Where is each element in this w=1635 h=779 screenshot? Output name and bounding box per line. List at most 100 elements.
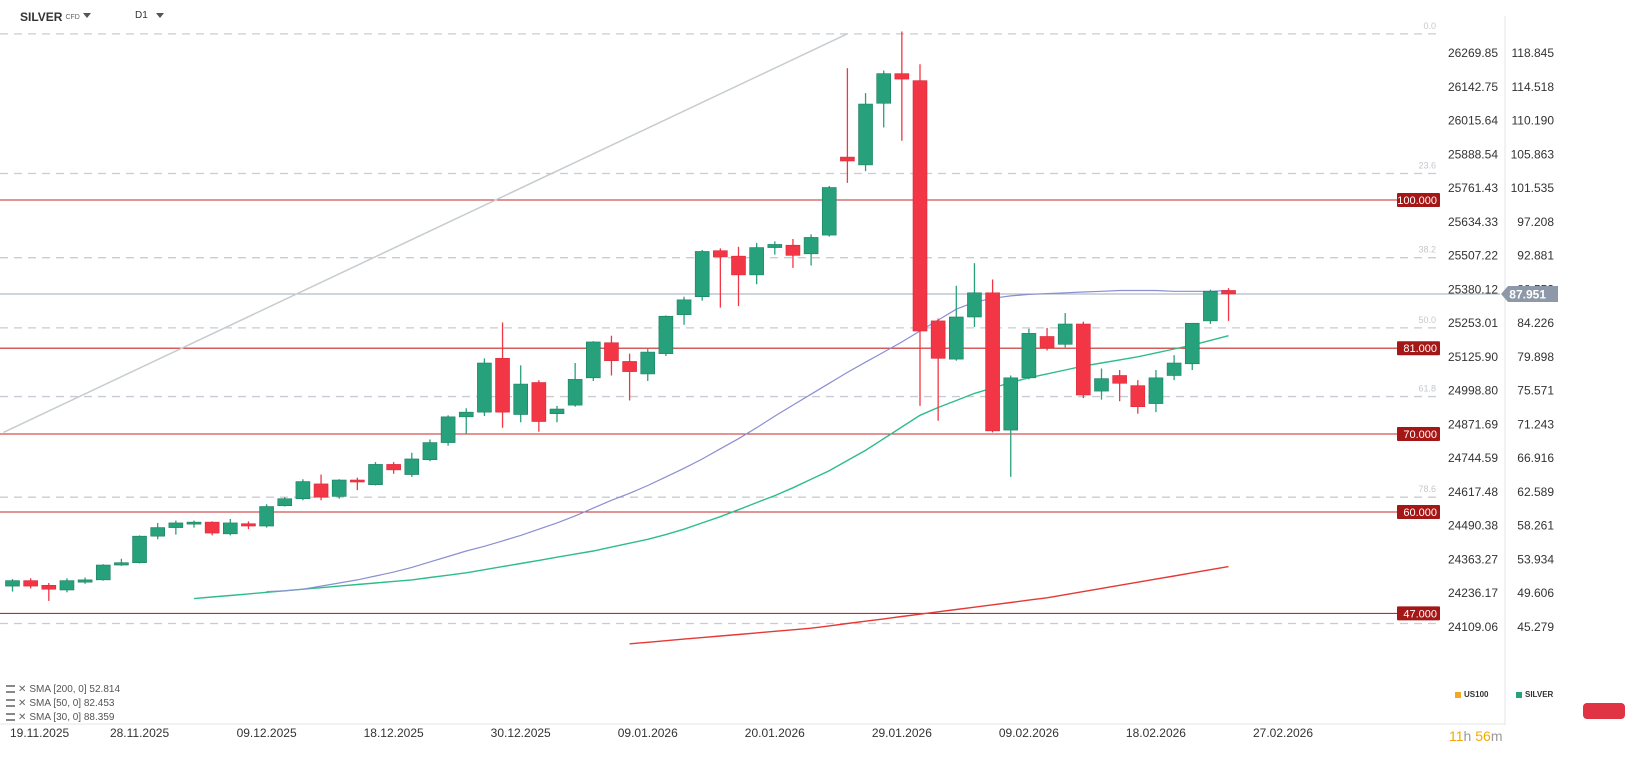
settings-icon[interactable] — [6, 699, 15, 708]
candle-down — [894, 73, 910, 80]
price-axis: 118.845 26269.85 114.518 26142.75 110.190 260… — [1448, 16, 1554, 725]
candle-up — [585, 341, 601, 379]
candle-countdown: 11h 56m — [1449, 728, 1503, 744]
indicator-sma30[interactable]: ✕ SMA [30, 0] 88.359 — [6, 712, 114, 723]
level-label-box — [1397, 341, 1440, 356]
price-tick-label: 58.261 — [1517, 519, 1554, 533]
candle-up — [114, 562, 129, 566]
candle-down — [531, 382, 547, 422]
sma30-line — [266, 289, 1229, 593]
price-tick-label: 84.226 — [1517, 316, 1554, 330]
legend-swatch — [1455, 691, 1461, 698]
level-label: 100.000 — [1397, 195, 1437, 207]
time-tick-label: 28.11.2025 — [110, 726, 169, 740]
fib-label: 50.0 — [1418, 315, 1436, 325]
candle-up — [1148, 377, 1164, 404]
horizontal-levels — [0, 199, 1500, 614]
fib-label: 61.8 — [1418, 384, 1436, 394]
price-tick-label: 101.535 — [1511, 181, 1555, 195]
price-tick-label: 79.898 — [1517, 350, 1554, 364]
candle-down — [1076, 323, 1091, 396]
time-tick-label: 09.02.2026 — [999, 726, 1059, 740]
candle-up — [168, 522, 184, 528]
moving-averages — [193, 289, 1229, 645]
left-scale-tick-label: 24363.27 — [1448, 552, 1498, 566]
legend-silver[interactable]: SILVER — [1516, 690, 1553, 699]
settings-icon[interactable] — [6, 713, 15, 722]
candle-up — [277, 498, 293, 507]
candle-up — [186, 521, 202, 525]
candle-down — [313, 483, 329, 498]
level-label-box — [1397, 606, 1440, 621]
symbol-chevron-down-icon[interactable] — [83, 13, 91, 18]
candle-up — [440, 416, 456, 443]
time-axis: 19.11.2025 28.11.2025 09.12.2025 18.12.2025… — [0, 723, 1505, 740]
time-tick-label: 18.12.2025 — [364, 726, 424, 740]
candle-up — [132, 535, 147, 563]
candle-up — [948, 316, 964, 360]
price-tick-label: 75.571 — [1517, 384, 1554, 398]
candle-down — [1112, 375, 1127, 384]
close-icon[interactable]: ✕ — [18, 698, 27, 709]
timeframe-chevron-down-icon[interactable] — [156, 13, 164, 18]
candle-up — [1057, 323, 1073, 345]
left-scale-tick-label: 24617.48 — [1448, 485, 1498, 499]
indicator-sma50[interactable]: ✕ SMA [50, 0] 82.453 — [6, 698, 114, 709]
legend-swatch — [1516, 691, 1522, 698]
candle-down — [1221, 290, 1236, 295]
candle-up — [95, 564, 111, 581]
indicator-sma200[interactable]: ✕ SMA [200, 0] 52.814 — [6, 684, 120, 695]
timeframe-selector[interactable]: D1 — [135, 10, 148, 21]
close-icon[interactable]: ✕ — [18, 712, 27, 723]
candle-down — [912, 80, 928, 332]
candle-down — [985, 292, 1000, 432]
candle-down — [785, 244, 801, 256]
candle-up — [967, 292, 982, 318]
symbol-name: SILVER — [20, 10, 63, 24]
close-icon[interactable]: ✕ — [18, 684, 27, 695]
settings-icon[interactable] — [6, 685, 15, 694]
sell-button[interactable] — [1583, 703, 1625, 719]
candle-down — [713, 250, 728, 258]
left-scale-tick-label: 25634.33 — [1448, 215, 1498, 229]
candles — [5, 31, 1236, 601]
legend-us100[interactable]: US100 — [1455, 690, 1488, 699]
candle-down — [1039, 336, 1055, 348]
candle-up — [404, 458, 420, 475]
level-label: 47.000 — [1403, 608, 1437, 620]
price-tick-label: 66.916 — [1517, 451, 1554, 465]
symbol-selector[interactable]: SILVER CFD — [20, 10, 80, 24]
candle-up — [422, 442, 438, 461]
level-label-box — [1397, 504, 1440, 519]
symbol-tag: CFD — [65, 14, 80, 22]
candle-down — [41, 585, 57, 590]
candle-up — [59, 580, 75, 591]
candle-up — [803, 237, 819, 255]
fib-label: 38.2 — [1418, 245, 1436, 255]
price-tick-label: 105.863 — [1511, 147, 1555, 161]
time-tick-label: 29.01.2026 — [872, 726, 932, 740]
time-tick-label: 18.02.2026 — [1126, 726, 1186, 740]
candle-up — [694, 251, 710, 298]
candle-up — [368, 464, 383, 485]
left-scale-tick-label: 24109.06 — [1448, 620, 1498, 634]
candle-up — [1003, 377, 1019, 431]
price-tick-label: 49.606 — [1517, 586, 1554, 600]
candle-up — [658, 315, 674, 354]
candle-up — [858, 103, 873, 166]
candle-down — [930, 320, 946, 359]
time-tick-label: 27.02.2026 — [1253, 726, 1313, 740]
left-scale-tick-label: 25888.54 — [1448, 147, 1498, 161]
left-scale-tick-label: 26142.75 — [1448, 80, 1498, 94]
candle-up — [767, 244, 783, 248]
left-scale-tick-label: 24871.69 — [1448, 417, 1498, 431]
candle-up — [749, 247, 764, 276]
time-tick-label: 19.11.2025 — [10, 726, 69, 740]
left-scale-tick-label: 24490.38 — [1448, 519, 1498, 533]
candle-up — [331, 479, 347, 497]
current-price-label: 87.951 — [1509, 287, 1546, 301]
price-tick-label: 114.518 — [1512, 80, 1555, 94]
level-label-box — [1397, 192, 1440, 207]
left-scale-tick-label: 25125.90 — [1448, 350, 1498, 364]
